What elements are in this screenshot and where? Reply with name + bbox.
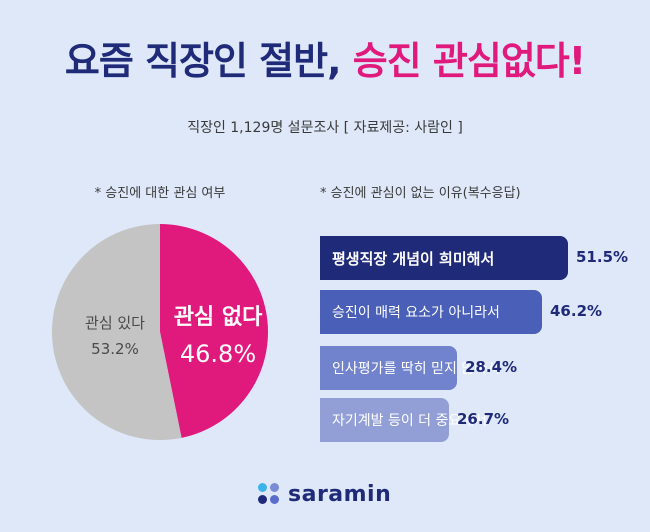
saramin-logo-text: saramin — [288, 481, 392, 507]
pie-chart — [51, 224, 268, 440]
bar-value-0: 51.5% — [576, 248, 629, 266]
bar-3: 자기계발 등이 더 중요해서 — [320, 398, 487, 442]
bar-label-0: 평생직장 개념이 희미해서 — [332, 249, 495, 268]
bar-0: 평생직장 개념이 희미해서 — [320, 236, 568, 280]
pie-value-not-interested: 46.8% — [179, 340, 257, 368]
bar-value-1: 46.2% — [550, 302, 603, 320]
saramin-logo: saramin — [258, 480, 391, 508]
saramin-logo-icon — [258, 483, 280, 505]
pie-label-not-interested: 관심 없다 46.8% — [158, 300, 278, 372]
bar-label-2: 인사평가를 딱히 믿지 않아서 — [332, 361, 500, 377]
page-title: 요즘 직장인 절반, 승진 관심없다! — [0, 30, 650, 85]
bar-value-3: 26.7% — [457, 410, 510, 428]
title-part2: 승진 관심없다! — [352, 39, 586, 83]
bar-chart-title: * 승진에 관심이 없는 이유(복수응답) — [320, 186, 521, 201]
page-subtitle: 직장인 1,129명 설문조사 [ 자료제공: 사람인 ] — [187, 120, 463, 136]
pie-category-interested: 관심 있다 — [85, 314, 145, 332]
pie-value-interested: 53.2% — [91, 340, 139, 358]
title-part1: 요즘 직장인 절반, — [64, 39, 342, 83]
pie-chart-title: * 승진에 대한 관심 여부 — [94, 186, 226, 201]
pie-slice-interested — [51, 224, 182, 440]
pie-label-interested: 관심 있다 53.2% — [60, 310, 170, 362]
pie-slice-not-interested — [160, 224, 268, 438]
bar-label-3: 자기계발 등이 더 중요해서 — [332, 413, 488, 429]
bar-label-1: 승진이 매력 요소가 아니라서 — [332, 305, 500, 321]
bar-value-2: 28.4% — [465, 358, 518, 376]
bar-1: 승진이 매력 요소가 아니라서 — [320, 290, 542, 334]
pie-category-not-interested: 관심 없다 — [173, 305, 263, 330]
bar-2: 인사평가를 딱히 믿지 않아서 — [320, 346, 500, 390]
